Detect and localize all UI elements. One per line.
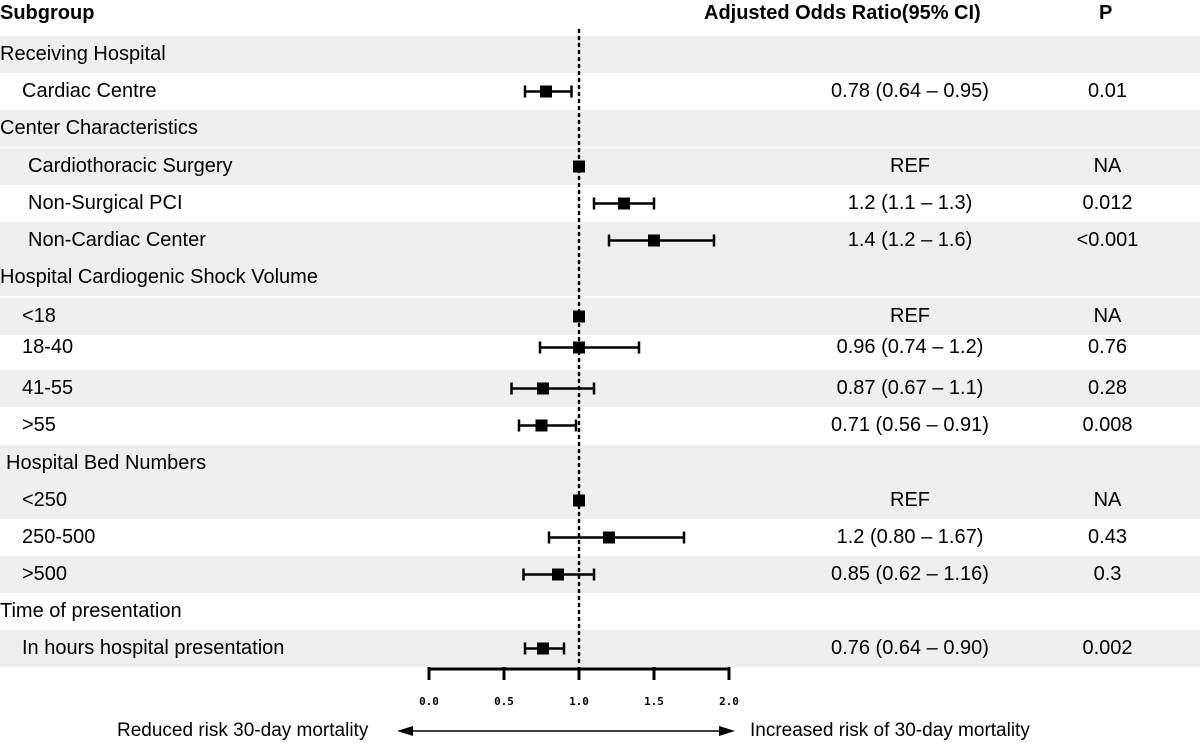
odds-ratio-value: 1.2 (1.1 – 1.3) bbox=[847, 192, 973, 214]
p-value: 0.76 bbox=[1088, 336, 1127, 358]
p-value: NA bbox=[1093, 155, 1122, 177]
subgroup-label: Cardiac Centre bbox=[22, 80, 157, 102]
odds-ratio-value: 1.4 (1.2 – 1.6) bbox=[847, 229, 973, 251]
table-row: <250 REF NA bbox=[0, 482, 1200, 519]
p-value: NA bbox=[1093, 489, 1122, 511]
odds-ratio-value: 0.96 (0.74 – 1.2) bbox=[836, 336, 984, 358]
x-tick-label: 1.5 bbox=[644, 695, 664, 708]
table-row: 18-40 0.96 (0.74 – 1.2) 0.76 bbox=[0, 329, 1200, 366]
p-value: 0.012 bbox=[1082, 192, 1133, 214]
arrow-right-head bbox=[719, 726, 735, 736]
table-row: <18 REF NA bbox=[0, 298, 1200, 335]
x-tick-label: 1.0 bbox=[569, 695, 589, 708]
x-tick-label: 0.5 bbox=[494, 695, 514, 708]
odds-ratio-value: 0.78 (0.64 – 0.95) bbox=[831, 80, 989, 102]
header-subgroup: Subgroup bbox=[0, 2, 95, 24]
arrow-left-label: Reduced risk 30-day mortality bbox=[117, 720, 369, 741]
group-label: Hospital Bed Numbers bbox=[6, 452, 207, 474]
group-row: Hospital Cardiogenic Shock Volume bbox=[0, 259, 1200, 296]
table-row: In hours hospital presentation 0.76 (0.64… bbox=[0, 630, 1200, 667]
group-row: Receiving Hospital bbox=[0, 36, 1200, 73]
odds-ratio-value: REF bbox=[890, 155, 930, 177]
table-row: >500 0.85 (0.62 – 1.16) 0.3 bbox=[0, 556, 1200, 593]
subgroup-label: Non-Surgical PCI bbox=[28, 192, 183, 214]
subgroup-label: 41-55 bbox=[22, 377, 74, 399]
p-value: <0.001 bbox=[1076, 229, 1139, 251]
table-row: Non-Cardiac Center 1.4 (1.2 – 1.6) <0.001 bbox=[0, 222, 1200, 259]
header-odds-ratio: Adjusted Odds Ratio(95% CI) bbox=[704, 2, 981, 24]
subgroup-label: <250 bbox=[22, 489, 68, 511]
odds-ratio-value: REF bbox=[890, 305, 930, 327]
odds-ratio-value: 1.2 (0.80 – 1.67) bbox=[836, 526, 984, 548]
p-value: 0.002 bbox=[1082, 637, 1133, 659]
p-value: 0.01 bbox=[1088, 80, 1127, 102]
group-label: Center Characteristics bbox=[0, 117, 198, 139]
p-value: 0.43 bbox=[1088, 526, 1127, 548]
odds-ratio-value: 0.87 (0.67 – 1.1) bbox=[836, 377, 984, 399]
x-tick-label: 0.0 bbox=[419, 695, 439, 708]
p-value: NA bbox=[1093, 305, 1122, 327]
subgroup-label: >500 bbox=[22, 563, 68, 585]
odds-ratio-value: 0.85 (0.62 – 1.16) bbox=[831, 563, 989, 585]
group-label: Time of presentation bbox=[0, 600, 182, 622]
p-value: 0.008 bbox=[1082, 414, 1133, 436]
subgroup-label: 250-500 bbox=[22, 526, 96, 548]
table-row: 41-55 0.87 (0.67 – 1.1) 0.28 bbox=[0, 370, 1200, 407]
table-row: >55 0.71 (0.56 – 0.91) 0.008 bbox=[0, 407, 1200, 444]
table-row: Cardiothoracic Surgery REF NA bbox=[0, 148, 1200, 185]
table-row: Non-Surgical PCI 1.2 (1.1 – 1.3) 0.012 bbox=[0, 185, 1200, 222]
odds-ratio-value: 0.71 (0.56 – 0.91) bbox=[831, 414, 989, 436]
subgroup-label: <18 bbox=[22, 305, 56, 327]
subgroup-label: In hours hospital presentation bbox=[22, 637, 285, 659]
table-row: Cardiac Centre 0.78 (0.64 – 0.95) 0.01 bbox=[0, 73, 1200, 110]
group-label: Hospital Cardiogenic Shock Volume bbox=[0, 266, 318, 288]
arrow-left-head bbox=[397, 726, 413, 736]
subgroup-label: >55 bbox=[22, 414, 56, 436]
subgroup-label: Non-Cardiac Center bbox=[28, 229, 206, 251]
p-value: 0.28 bbox=[1088, 377, 1127, 399]
odds-ratio-value: REF bbox=[890, 489, 930, 511]
group-label: Receiving Hospital bbox=[0, 43, 166, 65]
group-row: Center Characteristics bbox=[0, 110, 1200, 147]
table-row: 250-500 1.2 (0.80 – 1.67) 0.43 bbox=[0, 519, 1200, 556]
subgroup-label: 18-40 bbox=[22, 336, 74, 358]
x-tick-label: 2.0 bbox=[719, 695, 739, 708]
arrow-right-label: Increased risk of 30-day mortality bbox=[750, 720, 1030, 741]
odds-ratio-value: 0.76 (0.64 – 0.90) bbox=[831, 637, 989, 659]
group-row: Hospital Bed Numbers bbox=[0, 445, 1200, 482]
subgroup-label: Cardiothoracic Surgery bbox=[28, 155, 233, 177]
header-p: P bbox=[1099, 2, 1113, 24]
group-row: Time of presentation bbox=[0, 593, 1200, 630]
p-value: 0.3 bbox=[1093, 563, 1122, 585]
